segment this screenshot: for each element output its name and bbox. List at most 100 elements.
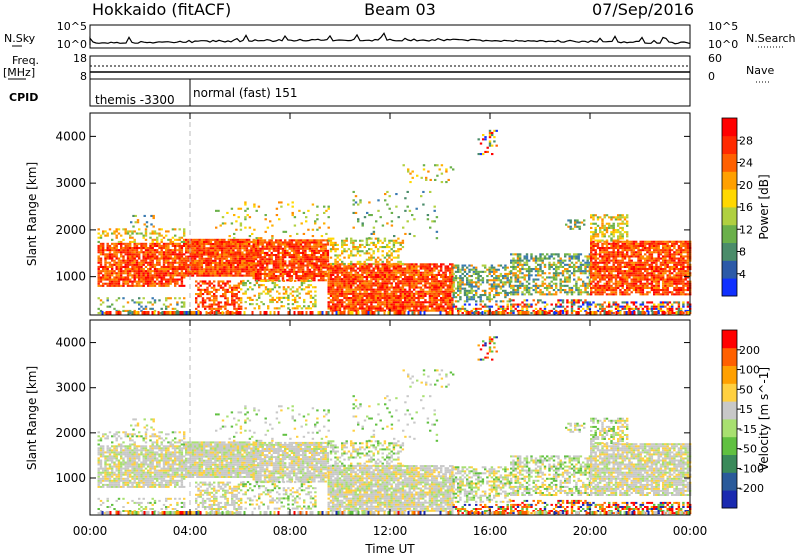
heatmap-cell xyxy=(435,305,438,308)
heatmap-cell xyxy=(329,309,333,312)
heatmap-cell xyxy=(142,259,145,262)
heatmap-cell xyxy=(401,284,405,287)
heatmap-cell xyxy=(435,288,438,291)
heatmap-cell xyxy=(252,277,255,280)
heatmap-cell xyxy=(359,288,362,291)
heatmap-cell xyxy=(390,299,393,302)
heatmap-cell xyxy=(543,265,547,268)
heatmap-cell xyxy=(183,232,186,235)
heatmap-cell xyxy=(160,270,163,273)
heatmap-cell xyxy=(368,297,371,300)
heatmap-cell xyxy=(290,245,294,248)
heatmap-cell xyxy=(275,260,278,263)
heatmap-cell xyxy=(235,286,238,289)
heatmap-cell xyxy=(334,260,337,263)
heatmap-cell xyxy=(329,241,333,244)
heatmap-cell xyxy=(209,247,213,250)
heatmap-cell xyxy=(99,299,103,302)
heatmap-cell xyxy=(577,293,580,296)
heatmap-cell xyxy=(260,284,263,287)
heatmap-cell xyxy=(322,258,325,261)
heatmap-cell xyxy=(304,247,307,250)
heatmap-cell xyxy=(555,282,558,285)
heatmap-cell xyxy=(243,245,246,248)
heatmap-cell xyxy=(226,288,229,291)
heatmap-cell xyxy=(594,270,597,273)
heatmap-cell xyxy=(258,296,261,299)
heatmap-cell xyxy=(424,280,427,283)
heatmap-cell xyxy=(596,247,600,250)
heatmap-cell xyxy=(506,272,509,275)
heatmap-cell xyxy=(590,263,593,266)
heatmap-cell xyxy=(408,301,411,304)
heatmap-cell xyxy=(579,261,583,264)
heatmap-cell xyxy=(559,272,562,275)
heatmap-cell xyxy=(214,270,217,273)
heatmap-cell xyxy=(370,278,373,281)
heatmap-cell xyxy=(108,247,112,250)
heatmap-cell xyxy=(236,255,240,258)
heatmap-cell xyxy=(263,266,267,269)
heatmap-cell xyxy=(436,164,439,167)
heatmap-cell xyxy=(277,262,280,265)
heatmap-cell xyxy=(327,290,330,293)
heatmap-cell xyxy=(279,241,282,244)
heatmap-cell xyxy=(308,277,312,280)
heatmap-cell xyxy=(592,274,595,277)
heatmap-cell xyxy=(124,309,127,312)
heatmap-cell xyxy=(519,282,522,285)
heatmap-cell xyxy=(239,259,242,262)
heatmap-cell xyxy=(223,238,226,241)
heatmap-cell xyxy=(459,289,462,292)
heatmap-cell xyxy=(124,230,127,233)
heatmap-cell xyxy=(205,266,208,269)
heatmap-cell xyxy=(275,207,279,210)
heatmap-cell xyxy=(534,257,538,260)
heatmap-cell xyxy=(561,301,565,304)
heatmap-cell xyxy=(183,234,186,237)
heatmap-cell xyxy=(113,280,116,283)
heatmap-cell xyxy=(224,305,227,308)
heatmap-cell xyxy=(397,288,400,291)
heatmap-cell xyxy=(401,282,405,285)
heatmap-cell xyxy=(245,245,249,248)
heatmap-cell xyxy=(368,252,371,255)
heatmap-cell xyxy=(390,252,393,255)
heatmap-cell xyxy=(223,266,226,269)
heatmap-cell xyxy=(234,240,237,243)
heatmap-cell xyxy=(117,284,121,287)
heatmap-cell xyxy=(217,307,220,310)
heatmap-cell xyxy=(512,274,515,277)
heatmap-cell xyxy=(395,265,398,268)
heatmap-cell xyxy=(108,282,112,285)
heatmap-cell xyxy=(361,250,364,253)
heatmap-cell xyxy=(106,282,109,285)
heatmap-cell xyxy=(345,273,348,276)
heatmap-cell xyxy=(277,256,280,259)
heatmap-cell xyxy=(218,245,222,248)
heatmap-cell xyxy=(408,294,411,297)
heatmap-cell xyxy=(305,279,308,282)
heatmap-cell xyxy=(584,282,587,285)
heatmap-cell xyxy=(561,261,565,264)
heatmap-cell xyxy=(324,275,327,278)
heatmap-cell xyxy=(315,239,318,242)
heatmap-cell xyxy=(356,260,360,263)
heatmap-cell xyxy=(377,263,380,266)
heatmap-cell xyxy=(263,254,267,257)
heatmap-cell xyxy=(543,286,547,289)
heatmap-cell xyxy=(135,282,139,285)
heatmap-cell xyxy=(271,224,274,227)
heatmap-cell xyxy=(381,307,384,310)
heatmap-cell xyxy=(250,245,253,248)
heatmap-cell xyxy=(236,240,240,243)
heatmap-cell xyxy=(129,263,132,266)
heatmap-cell xyxy=(343,269,346,272)
heatmap-cell xyxy=(174,244,177,247)
heatmap-cell xyxy=(356,297,360,300)
heatmap-cell xyxy=(361,224,364,227)
heatmap-cell xyxy=(198,249,201,252)
heatmap-cell xyxy=(300,284,304,287)
heatmap-cell xyxy=(261,266,264,269)
heatmap-cell xyxy=(388,278,391,281)
